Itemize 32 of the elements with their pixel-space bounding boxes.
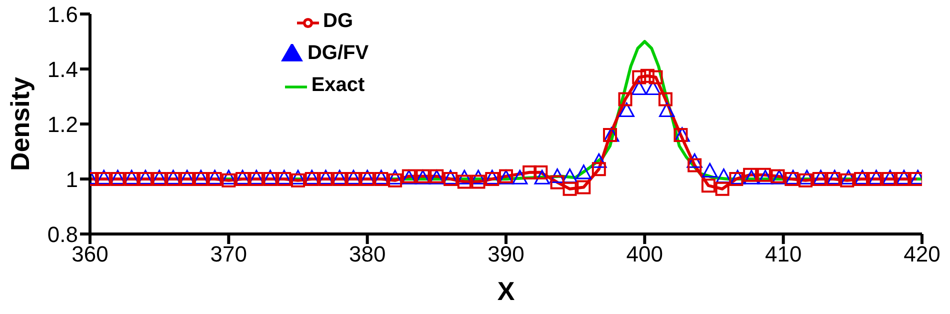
x-tick-label: 410 [764,242,802,267]
x-tick-label: 370 [210,242,248,267]
y-tick-label: 1.6 [47,2,78,27]
x-tick-label: 420 [904,242,940,267]
x-tick-label: 380 [348,242,386,267]
y-tick-label: 1.2 [47,112,78,137]
point [387,170,403,184]
point [562,168,578,184]
y-tick-label: 1.4 [47,56,78,82]
point [576,164,592,180]
y-axis-title: Density [5,76,36,171]
point [618,102,634,118]
x-tick-label: 400 [626,242,664,267]
point [730,170,746,184]
legend-label: Exact [311,74,365,96]
point [534,170,550,184]
point [716,168,732,184]
point [484,170,500,184]
point [631,80,647,96]
point [702,162,718,178]
point [686,153,702,168]
point [591,153,607,168]
x-tick-label: 390 [488,242,524,267]
legend-label: DG [323,10,353,32]
point [512,170,528,184]
y-tick-label: 1 [66,166,78,192]
point [744,170,760,184]
x-axis-title: X [497,276,516,306]
legend-label: DG/FV [307,42,369,64]
point [550,168,566,184]
point [659,102,675,118]
point [758,170,774,184]
